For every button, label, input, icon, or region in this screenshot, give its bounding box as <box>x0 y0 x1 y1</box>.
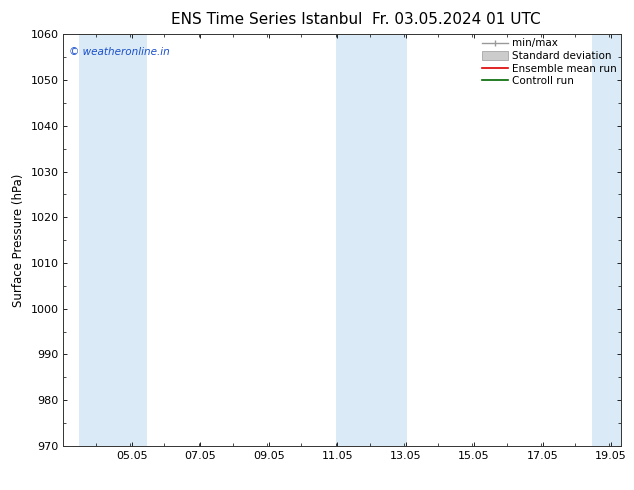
Text: ENS Time Series Istanbul: ENS Time Series Istanbul <box>171 12 362 27</box>
Text: Fr. 03.05.2024 01 UTC: Fr. 03.05.2024 01 UTC <box>372 12 541 27</box>
Bar <box>592 34 621 446</box>
Text: © weatheronline.in: © weatheronline.in <box>69 47 170 57</box>
Bar <box>335 34 408 446</box>
Legend: min/max, Standard deviation, Ensemble mean run, Controll run: min/max, Standard deviation, Ensemble me… <box>480 36 619 88</box>
Y-axis label: Surface Pressure (hPa): Surface Pressure (hPa) <box>12 173 25 307</box>
Bar <box>79 34 147 446</box>
